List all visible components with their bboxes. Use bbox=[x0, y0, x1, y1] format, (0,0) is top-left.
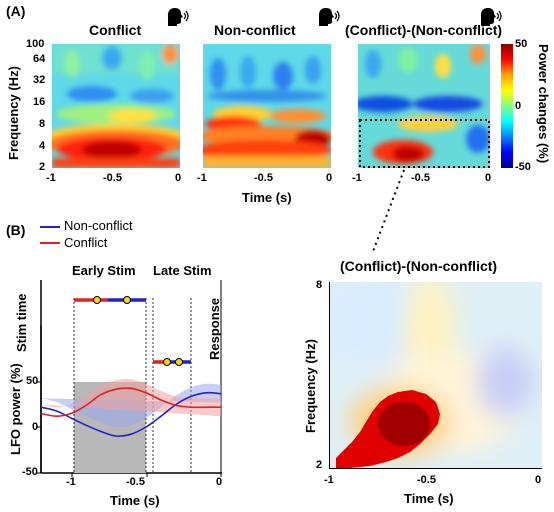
phase-early-stim: Early Stim bbox=[72, 263, 136, 278]
xtick: 0 bbox=[485, 172, 492, 184]
panel-a-title-conflict: Conflict bbox=[89, 22, 142, 38]
stim-marker bbox=[93, 296, 101, 304]
xtick: 0 bbox=[535, 474, 542, 486]
xtick: -1 bbox=[352, 172, 362, 184]
xtick: -0.5 bbox=[254, 172, 273, 184]
colorbar-tick: 0 bbox=[515, 100, 522, 112]
ytick: 16 bbox=[33, 96, 46, 108]
legend-conflict: Conflict bbox=[64, 235, 108, 250]
stim-marker bbox=[163, 358, 171, 366]
ytick: 2 bbox=[316, 459, 323, 471]
panel-a-xlabel: Time (s) bbox=[242, 190, 292, 205]
series-line-conflict bbox=[40, 387, 221, 418]
ytick: 8 bbox=[316, 279, 323, 291]
xtick: -1 bbox=[46, 172, 56, 184]
xtick: 0 bbox=[326, 172, 333, 184]
panel-a-title-difference: (Conflict)-(Non-conflict) bbox=[345, 22, 503, 38]
xtick: -0.5 bbox=[103, 172, 122, 184]
ytick: 2 bbox=[39, 161, 46, 173]
tf-map-difference bbox=[358, 44, 490, 168]
ytick: 4 bbox=[39, 140, 46, 152]
speaking-head-icon bbox=[318, 8, 340, 26]
ytick: 8 bbox=[39, 118, 46, 130]
xtick: -0.5 bbox=[411, 172, 430, 184]
colorbar-tick: -50 bbox=[515, 161, 531, 173]
zoom-xlabel: Time (s) bbox=[404, 491, 454, 506]
xtick: -0.5 bbox=[126, 476, 145, 488]
stim-marker bbox=[175, 358, 183, 366]
zoom-ylabel: Frequency (Hz) bbox=[303, 339, 318, 433]
tf-map-zoomed bbox=[329, 282, 542, 469]
xtick: -1 bbox=[324, 474, 334, 486]
xtick: 0 bbox=[216, 476, 223, 488]
panel-a-title-nonconflict: Non-conflict bbox=[214, 22, 296, 38]
xtick: -1 bbox=[197, 172, 207, 184]
xtick: 0 bbox=[175, 172, 182, 184]
tf-map-nonconflict bbox=[203, 44, 331, 168]
series-line-non-conflict bbox=[40, 391, 222, 437]
legend-swatches bbox=[40, 226, 60, 244]
panel-a-label: (A) bbox=[6, 3, 26, 19]
speaking-head-icon bbox=[167, 8, 189, 26]
ytick: -50 bbox=[22, 466, 38, 478]
ytick: 0 bbox=[32, 421, 39, 433]
xtick: -0.5 bbox=[417, 474, 436, 486]
colorbar-tick: 50 bbox=[515, 38, 528, 50]
speaking-head-icon bbox=[480, 8, 502, 26]
panel-b-xlabel: Time (s) bbox=[110, 493, 160, 508]
colorbar bbox=[501, 44, 513, 168]
series-band-conflict bbox=[41, 379, 221, 417]
panel-b-label: (B) bbox=[6, 222, 26, 238]
phase-late-stim: Late Stim bbox=[153, 263, 212, 278]
xtick: -1 bbox=[66, 476, 76, 488]
ytick: 64 bbox=[33, 53, 46, 65]
legend-nonconflict: Non-conflict bbox=[64, 218, 133, 233]
stim-marker bbox=[123, 296, 131, 304]
ytick: 100 bbox=[26, 38, 45, 50]
ytick: 50 bbox=[26, 375, 39, 387]
ytick: 32 bbox=[33, 74, 46, 86]
zoom-title: (Conflict)-(Non-conflict) bbox=[340, 258, 498, 274]
tf-map-conflict bbox=[52, 44, 180, 168]
